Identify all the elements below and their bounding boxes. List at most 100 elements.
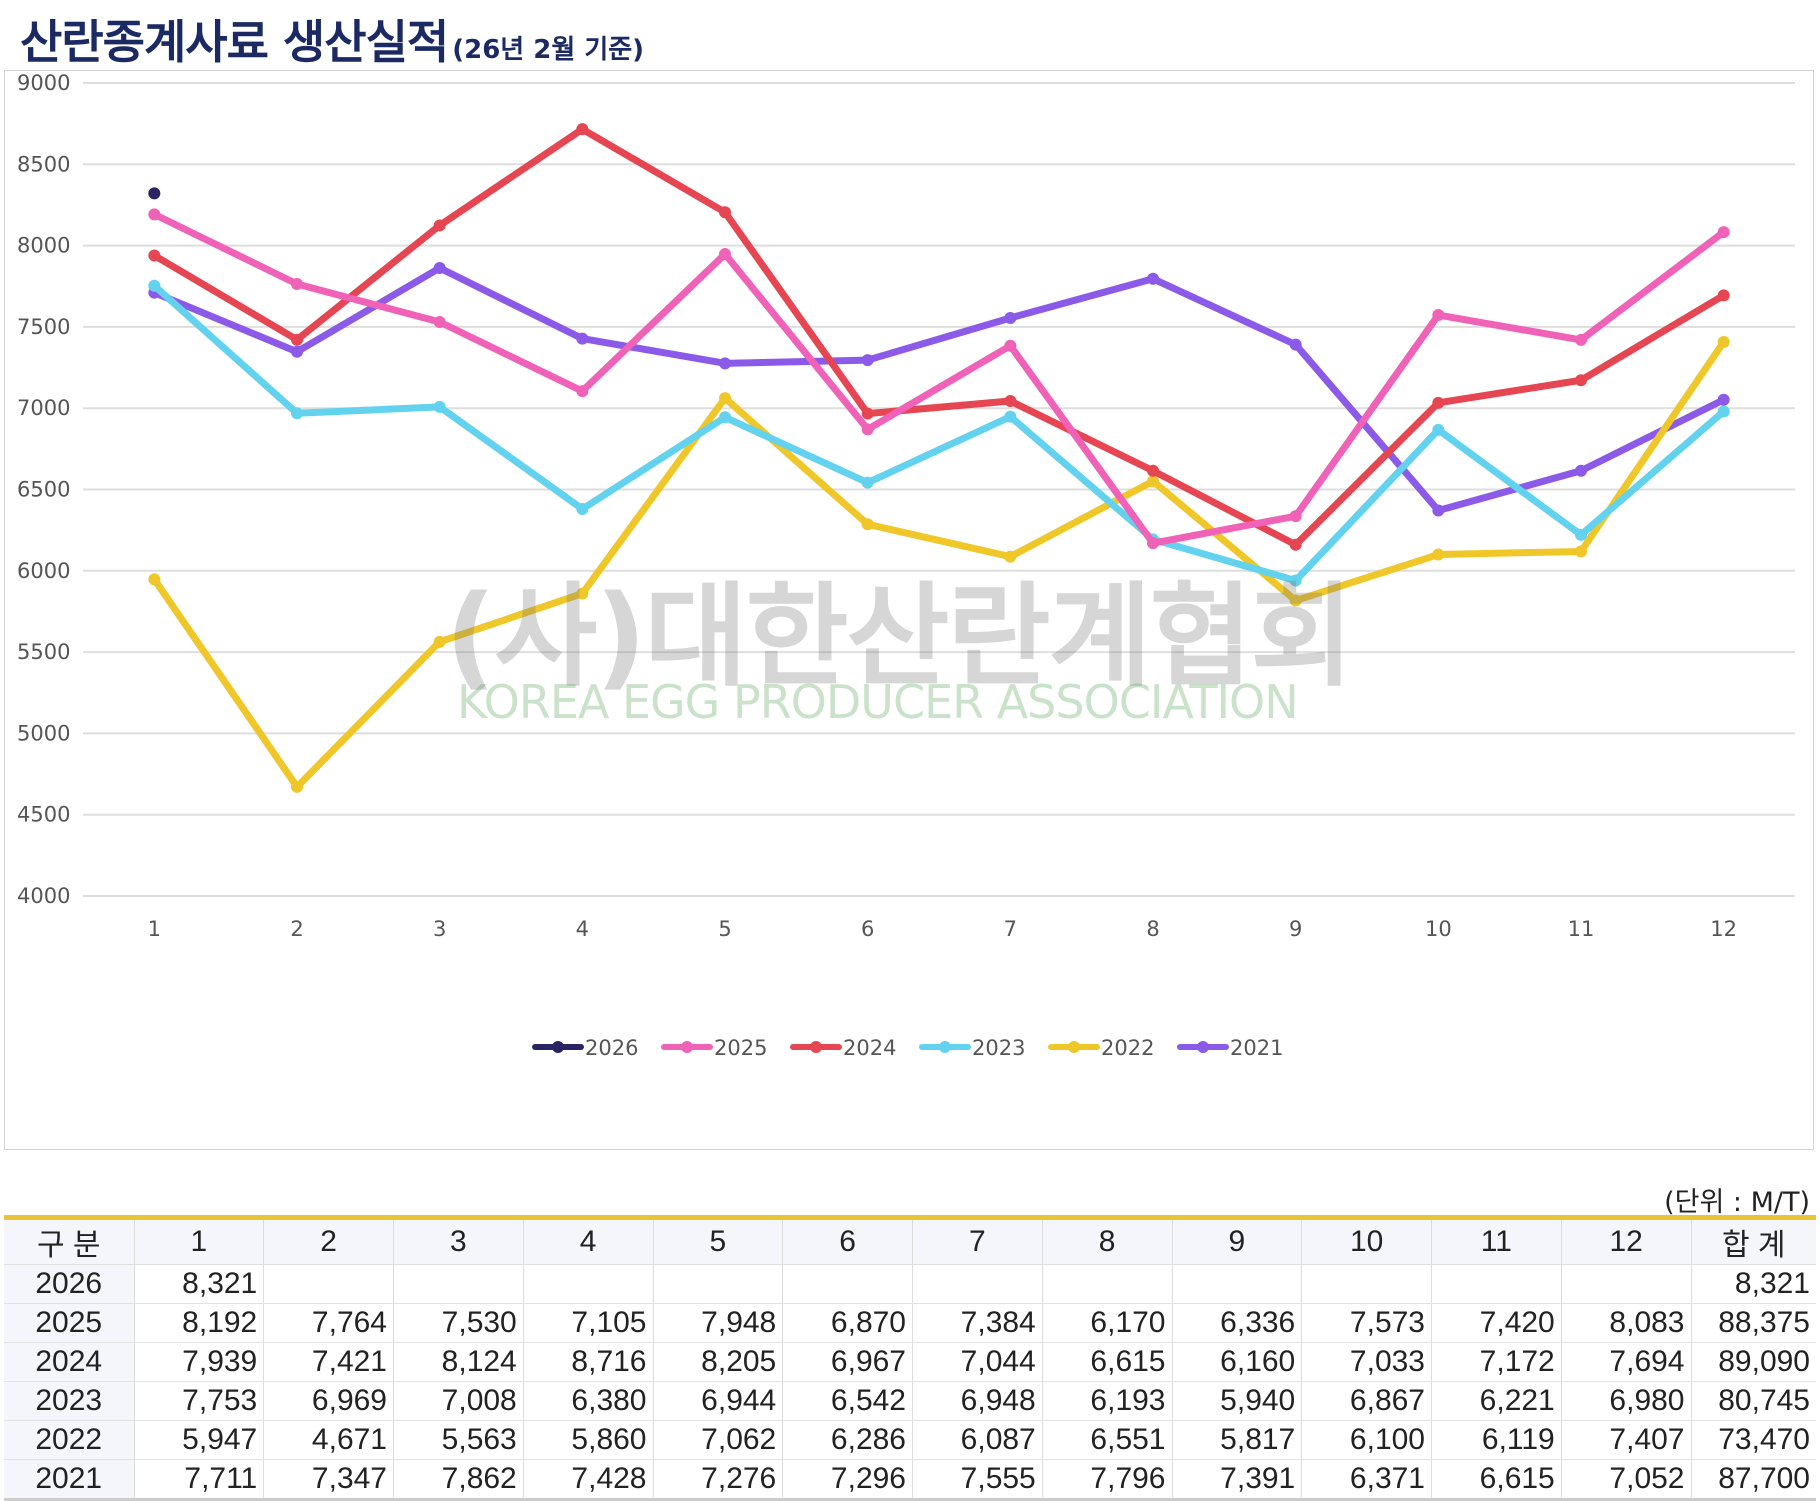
table-cell: 7,948 — [652, 1303, 783, 1343]
data-point-2022-10 — [1432, 548, 1445, 561]
table-header-month: 8 — [1041, 1217, 1172, 1265]
data-point-2024-6 — [861, 407, 874, 420]
y-tick-label: 8500 — [17, 152, 70, 176]
table-cell: 6,948 — [912, 1381, 1043, 1421]
table-cell-total: 88,375 — [1690, 1303, 1816, 1343]
table-cell: 6,119 — [1431, 1420, 1562, 1460]
table-cell: 5,860 — [522, 1420, 653, 1460]
data-point-2025-1 — [148, 208, 161, 221]
data-point-2025-11 — [1575, 333, 1587, 346]
table-cell: 7,062 — [652, 1420, 783, 1460]
table-cell — [1041, 1264, 1172, 1304]
data-point-2023-6 — [861, 476, 874, 489]
table-cell-year: 2023 — [4, 1381, 134, 1421]
data-point-2025-4 — [576, 385, 589, 398]
data-point-2023-11 — [1575, 528, 1587, 541]
table-cell: 7,391 — [1171, 1459, 1302, 1501]
data-point-2022-6 — [861, 518, 874, 531]
table-header-month: 4 — [522, 1217, 653, 1265]
data-point-2022-11 — [1575, 545, 1587, 558]
data-point-2025-12 — [1717, 226, 1730, 239]
table-cell: 6,944 — [652, 1381, 783, 1421]
data-point-2021-6 — [861, 354, 874, 367]
data-point-2021-5 — [719, 357, 731, 370]
table-cell: 7,530 — [393, 1303, 524, 1343]
table-cell: 6,221 — [1431, 1381, 1562, 1421]
table-cell — [1301, 1264, 1432, 1304]
data-point-2025-6 — [861, 423, 874, 436]
table-cell — [912, 1264, 1043, 1304]
data-point-2024-5 — [719, 206, 731, 219]
table-header-month: 2 — [263, 1217, 394, 1265]
table-cell: 7,428 — [522, 1459, 653, 1501]
series-line-2025 — [150, 210, 1728, 547]
table-cell-year: 2022 — [4, 1420, 134, 1460]
table-header-total: 합 계 — [1690, 1217, 1816, 1265]
line-chart: 9000 8500 8000 7500 7000 6500 6000 5500 5000 4500… — [17, 71, 1795, 1060]
table-cell: 7,796 — [1041, 1459, 1172, 1501]
data-point-2023-10 — [1432, 423, 1445, 436]
y-tick-label: 6500 — [17, 478, 70, 502]
table-row: 2022 5,947 4,671 5,563 5,860 7,062 6,286 6,087 6… — [4, 1420, 1816, 1460]
table-cell-year: 2025 — [4, 1303, 134, 1343]
data-point-2022-8 — [1147, 475, 1159, 488]
table-cell: 6,371 — [1301, 1459, 1432, 1501]
legend-label-2023: 2023 — [972, 1036, 1025, 1060]
data-point-2023-5 — [719, 411, 731, 424]
legend-marker-2021 — [1197, 1041, 1209, 1053]
x-tick-label: 9 — [1289, 917, 1302, 941]
data-point-2023-7 — [1004, 410, 1017, 423]
data-point-2024-10 — [1432, 396, 1445, 409]
x-tick-label: 6 — [861, 917, 874, 941]
table-cell: 8,321 — [133, 1264, 264, 1304]
table-header-row: 구 분 1 2 3 4 5 6 7 8 9 10 11 12 합 계 — [4, 1217, 1816, 1265]
data-point-2024-7 — [1004, 395, 1017, 408]
table-cell — [393, 1264, 524, 1304]
chart-panel: 9000 8500 8000 7500 7000 6500 6000 5500 5000 4500… — [4, 70, 1814, 1150]
data-point-2022-5 — [719, 392, 731, 405]
table-header-month: 11 — [1431, 1217, 1562, 1265]
table-cell-year: 2026 — [4, 1264, 134, 1304]
table-cell-total: 80,745 — [1690, 1381, 1816, 1421]
data-point-2021-8 — [1147, 272, 1159, 285]
table-header-month: 9 — [1171, 1217, 1302, 1265]
y-tick-label: 5500 — [17, 640, 70, 664]
data-point-2024-2 — [291, 333, 303, 346]
data-point-2021-12 — [1717, 393, 1730, 406]
table-cell: 7,939 — [133, 1342, 264, 1382]
legend-label-2022: 2022 — [1101, 1036, 1154, 1060]
table-cell: 6,380 — [522, 1381, 653, 1421]
legend: 2026 2025 2024 2023 2022 2021 — [532, 1036, 1283, 1060]
data-point-2024-8 — [1147, 464, 1159, 477]
data-point-2024-9 — [1289, 538, 1302, 551]
table-cell: 7,862 — [393, 1459, 524, 1501]
table-cell-total: 73,470 — [1690, 1420, 1816, 1460]
y-tick-label: 4500 — [17, 803, 70, 827]
table-cell — [522, 1264, 653, 1304]
table-cell: 7,033 — [1301, 1342, 1432, 1382]
table-cell: 7,764 — [263, 1303, 394, 1343]
table-cell: 6,615 — [1041, 1342, 1172, 1382]
table-cell: 7,384 — [912, 1303, 1043, 1343]
x-tick-label: 4 — [576, 917, 589, 941]
table-cell: 7,753 — [133, 1381, 264, 1421]
table-cell: 7,105 — [522, 1303, 653, 1343]
x-tick-label: 8 — [1146, 917, 1159, 941]
data-point-2023-9 — [1289, 574, 1302, 587]
y-tick-label: 9000 — [17, 71, 70, 95]
watermark-english: KOREA EGG PRODUCER ASSOCIATION — [457, 675, 1299, 729]
x-tick-label: 10 — [1425, 917, 1452, 941]
legend-marker-2024 — [810, 1041, 822, 1053]
table-header-month: 3 — [393, 1217, 524, 1265]
data-point-2025-9 — [1289, 510, 1302, 523]
data-point-2023-12 — [1717, 405, 1730, 418]
table-cell-year: 2021 — [4, 1459, 134, 1501]
data-point-2023-1 — [148, 279, 161, 292]
data-point-2022-7 — [1004, 550, 1017, 563]
series-lines — [148, 123, 1730, 793]
legend-label-2025: 2025 — [714, 1036, 767, 1060]
table-cell: 8,083 — [1560, 1303, 1691, 1343]
x-tick-label: 12 — [1710, 917, 1737, 941]
x-tick-label: 11 — [1568, 917, 1595, 941]
table-cell: 7,420 — [1431, 1303, 1562, 1343]
